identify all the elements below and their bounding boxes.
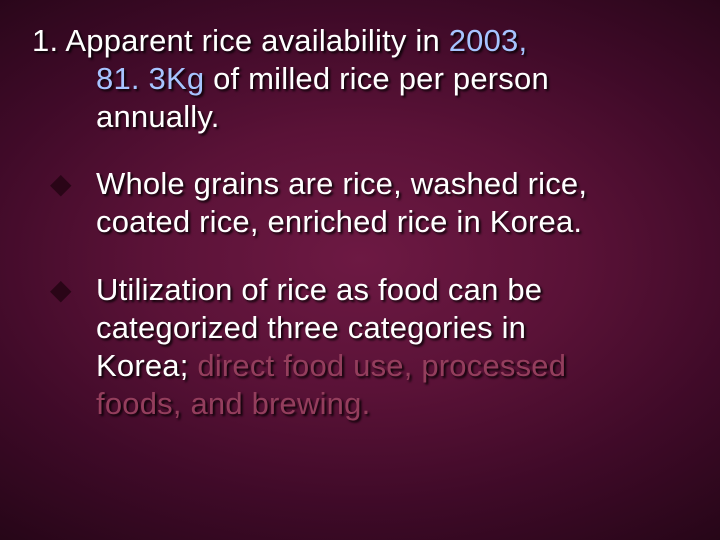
slide: 1. Apparent rice availability in 2003, 8… (0, 0, 720, 540)
bullet-categories: ◆ Utilization of rice as food can be cat… (50, 271, 680, 422)
bullet-2-highlight-a: direct food use, processed (189, 348, 567, 383)
numbered-item-1: 1. Apparent rice availability in 2003, 8… (32, 22, 680, 135)
bullet-2-highlight-b: foods, and brewing (96, 386, 362, 421)
item1-kg: 81. 3Kg (96, 61, 204, 96)
bullet-whole-grains: ◆ Whole grains are rice, washed rice, co… (50, 165, 680, 241)
item1-rest: of milled rice per person (204, 61, 549, 96)
item1-year: 2003, (449, 23, 528, 58)
item1-number: 1. (32, 23, 58, 58)
bullet-2-final-dot: . (362, 386, 371, 421)
bullet-1-line2: coated rice, enriched rice in Korea. (96, 203, 680, 241)
diamond-icon: ◆ (50, 271, 96, 422)
bullet-list: ◆ Whole grains are rice, washed rice, co… (32, 165, 680, 422)
diamond-icon: ◆ (50, 165, 96, 241)
bullet-2-line2: categorized three categories in (96, 309, 680, 347)
bullet-2-line3a: Korea (96, 348, 180, 383)
item1-heading-a: Apparent rice availability in (65, 23, 448, 58)
bullet-2-line1: Utilization of rice as food can be (96, 271, 680, 309)
item1-line3: annually. (32, 98, 680, 136)
bullet-2-body: Utilization of rice as food can be categ… (96, 271, 680, 422)
bullet-1-body: Whole grains are rice, washed rice, coat… (96, 165, 680, 241)
bullet-2-semicolon: ; (180, 348, 189, 383)
bullet-1-line1: Whole grains are rice, washed rice, (96, 165, 680, 203)
